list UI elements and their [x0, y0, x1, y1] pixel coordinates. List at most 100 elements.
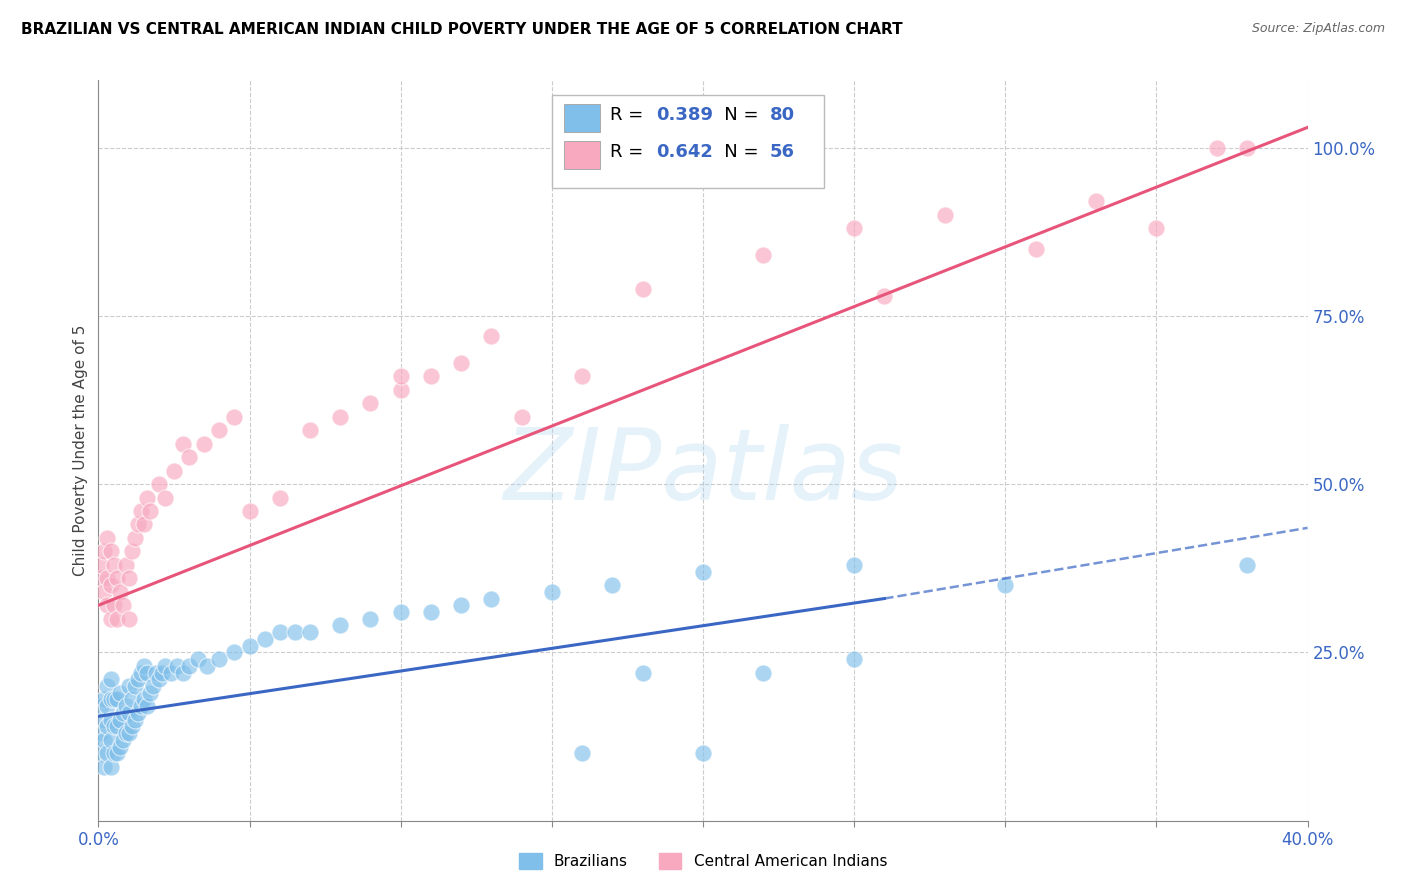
Point [135, 491, 157, 505]
Point [139, 504, 162, 518]
Point [114, 699, 136, 714]
FancyBboxPatch shape [564, 141, 600, 169]
Point [127, 673, 149, 687]
Point [571, 747, 593, 761]
Point [253, 632, 276, 646]
Point [139, 686, 162, 700]
Point [121, 719, 143, 733]
Text: R =: R = [610, 143, 650, 161]
Point [108, 686, 131, 700]
Point [224, 409, 246, 424]
Point [124, 531, 146, 545]
Legend: Brazilians, Central American Indians: Brazilians, Central American Indians [513, 847, 893, 875]
Point [1024, 242, 1046, 256]
Point [129, 504, 152, 518]
Point [135, 699, 157, 714]
Point [239, 504, 262, 518]
Point [103, 599, 125, 613]
Point [105, 692, 128, 706]
Point [132, 658, 155, 673]
Point [93, 544, 115, 558]
Point [96, 699, 118, 714]
FancyBboxPatch shape [564, 104, 600, 132]
Point [269, 491, 291, 505]
Point [129, 665, 152, 680]
Point [111, 732, 134, 747]
Point [179, 450, 201, 465]
Point [692, 565, 714, 579]
Point [179, 658, 201, 673]
Point [360, 612, 382, 626]
Point [93, 713, 115, 727]
Point [118, 571, 141, 585]
Point [103, 719, 125, 733]
Point [631, 282, 654, 296]
Point [129, 699, 152, 714]
Point [127, 517, 149, 532]
Point [540, 584, 562, 599]
Point [692, 747, 714, 761]
Point [100, 732, 122, 747]
Point [148, 477, 170, 491]
Point [124, 679, 146, 693]
Point [420, 369, 443, 384]
Point [329, 618, 352, 632]
Point [127, 706, 149, 720]
Text: 56: 56 [769, 143, 794, 161]
Point [420, 605, 443, 619]
Point [510, 409, 533, 424]
Point [118, 726, 141, 740]
Point [105, 612, 128, 626]
Point [752, 248, 775, 262]
Point [631, 665, 654, 680]
Point [124, 713, 146, 727]
Point [100, 713, 122, 727]
Point [450, 356, 472, 370]
Point [100, 692, 122, 706]
Point [193, 436, 215, 450]
Point [105, 747, 128, 761]
Point [96, 679, 118, 693]
Point [93, 732, 115, 747]
Point [132, 517, 155, 532]
Point [96, 719, 118, 733]
Point [172, 436, 194, 450]
Point [93, 584, 115, 599]
Point [389, 383, 412, 397]
Point [100, 578, 122, 592]
Point [111, 706, 134, 720]
Point [103, 747, 125, 761]
Point [844, 221, 866, 235]
Point [1206, 140, 1229, 154]
Point [103, 692, 125, 706]
Point [96, 747, 118, 761]
Point [90, 571, 112, 585]
Point [153, 658, 176, 673]
Point [100, 673, 122, 687]
Point [90, 726, 112, 740]
Point [208, 652, 231, 666]
Point [100, 760, 122, 774]
Point [96, 531, 118, 545]
Point [148, 673, 170, 687]
Point [389, 605, 412, 619]
Point [1236, 140, 1258, 154]
Point [239, 639, 262, 653]
Point [195, 658, 218, 673]
Point [163, 464, 186, 478]
Point [93, 760, 115, 774]
Text: ZIPatlas: ZIPatlas [503, 425, 903, 521]
Point [844, 652, 866, 666]
Point [389, 369, 412, 384]
Point [166, 658, 188, 673]
Text: N =: N = [707, 106, 763, 124]
Text: 0.642: 0.642 [655, 143, 713, 161]
Point [118, 679, 141, 693]
Point [118, 706, 141, 720]
Point [752, 665, 775, 680]
Point [329, 409, 352, 424]
Point [135, 665, 157, 680]
Text: 80: 80 [769, 106, 794, 124]
Point [105, 571, 128, 585]
Text: 0.389: 0.389 [655, 106, 713, 124]
